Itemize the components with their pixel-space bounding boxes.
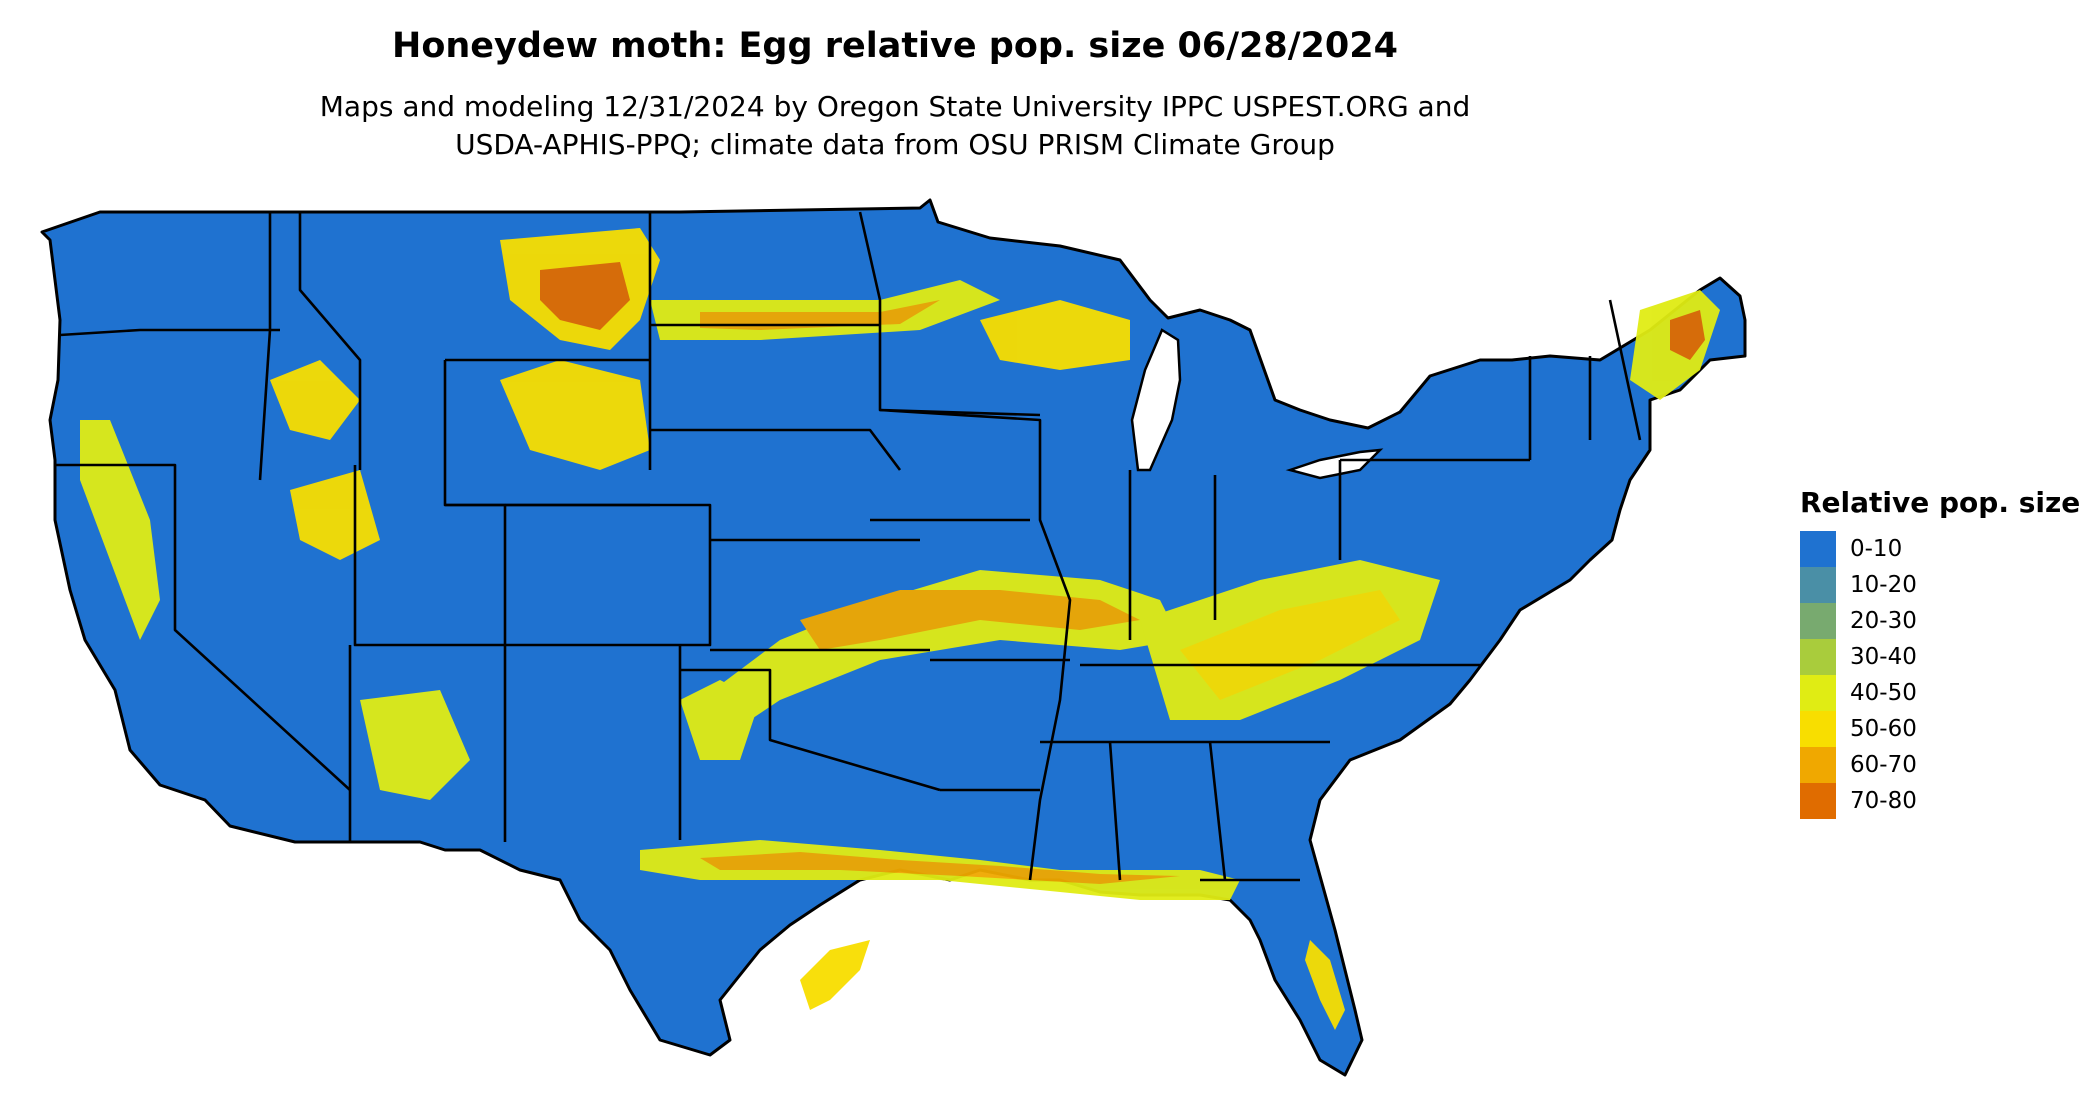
legend-label: 30-40	[1850, 644, 1917, 670]
map-subtitle: Maps and modeling 12/31/2024 by Oregon S…	[0, 88, 1790, 164]
boundary-mn-east	[858, 211, 1041, 417]
state-boundaries	[55, 211, 1642, 882]
legend-item: 60-70	[1800, 747, 2080, 783]
hotspot-florida	[1305, 940, 1345, 1030]
legend-swatch	[1800, 603, 1836, 639]
boundary-az-nm	[348, 645, 682, 842]
legend-item: 40-50	[1800, 675, 2080, 711]
hotspot-gulf-core	[700, 852, 1180, 884]
legend-label: 20-30	[1850, 608, 1917, 634]
hotspot-wyoming	[500, 360, 650, 470]
legend-item: 10-20	[1800, 567, 2080, 603]
hotspot-texas-coast	[800, 940, 870, 1010]
subtitle-line-2: USDA-APHIS-PPQ; climate data from OSU PR…	[455, 128, 1335, 161]
map-title: Honeydew moth: Egg relative pop. size 06…	[392, 26, 1398, 66]
map-legend: Relative pop. size 0-10 10-20 20-30 30-40 40…	[1800, 486, 2080, 819]
hotspot-california	[80, 420, 160, 640]
hotspot-upper-midwest	[980, 300, 1130, 370]
hotspot-idaho	[270, 360, 360, 440]
great-lakes	[1130, 328, 1384, 480]
legend-label: 70-80	[1850, 788, 1917, 814]
legend-swatch	[1800, 783, 1836, 819]
legend-item: 50-60	[1800, 711, 2080, 747]
boundary-wa-or	[59, 328, 280, 337]
legend-item: 0-10	[1800, 531, 2080, 567]
legend-item: 20-30	[1800, 603, 2080, 639]
legend-swatch	[1800, 675, 1836, 711]
legend-item: 30-40	[1800, 639, 2080, 675]
boundary-co	[505, 503, 712, 647]
legend-label: 0-10	[1850, 536, 1903, 562]
legend-swatch	[1800, 567, 1836, 603]
legend-label: 40-50	[1850, 680, 1917, 706]
hotspot-northern-plains-core	[540, 262, 630, 330]
us-map	[40, 198, 1747, 1077]
lake-erie	[1285, 448, 1384, 480]
hotspot-southwest	[680, 680, 760, 760]
legend-item: 70-80	[1800, 783, 2080, 819]
legend-swatch	[1800, 711, 1836, 747]
hotspot-central-core	[800, 590, 1140, 650]
legend-label: 50-60	[1850, 716, 1917, 742]
lake-michigan	[1130, 328, 1182, 472]
boundary-new-england	[1528, 299, 1642, 460]
boundary-ok-tx	[680, 668, 941, 792]
legend-swatch	[1800, 531, 1836, 567]
hotspot-great-basin	[290, 470, 380, 560]
boundary-ms-al	[1108, 741, 1227, 881]
boundary-mississippi	[879, 408, 1072, 881]
hotspot-maine-core	[1670, 310, 1705, 360]
boundary-id-west	[258, 212, 272, 481]
legend-swatch	[1800, 639, 1836, 675]
legend-label: 10-20	[1850, 572, 1917, 598]
boundary-sd-ne	[650, 428, 902, 471]
hotspot-appalachian-core	[1180, 590, 1400, 700]
boundary-ca-nv	[55, 463, 351, 791]
legend-swatch	[1800, 747, 1836, 783]
boundary-id-mt	[298, 212, 362, 470]
legend-title: Relative pop. size	[1800, 486, 2081, 519]
legend-label: 60-70	[1850, 752, 1917, 778]
hotspot-arizona	[360, 690, 470, 800]
subtitle-line-1: Maps and modeling 12/31/2024 by Oregon S…	[319, 90, 1471, 123]
legend-items: 0-10 10-20 20-30 30-40 40-50 50-60 60-70 70-80	[1800, 531, 2080, 819]
